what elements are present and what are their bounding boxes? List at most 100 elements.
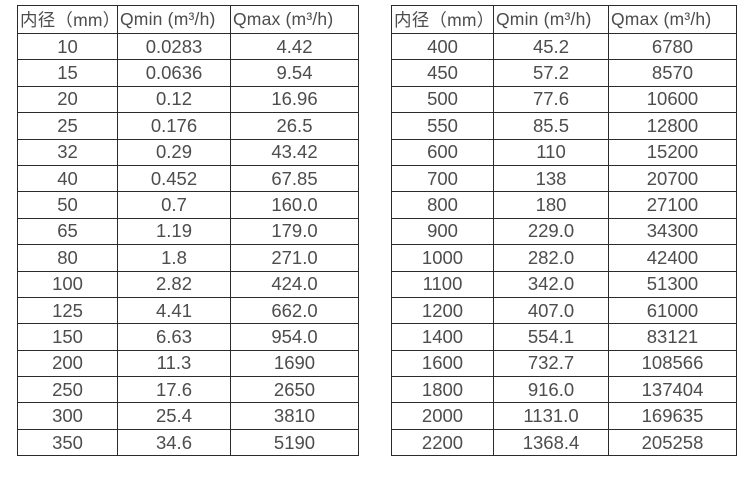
table-cell: 500 — [391, 85, 494, 114]
table-cell: 0.0636 — [117, 59, 231, 87]
table-cell: 0.29 — [117, 138, 231, 166]
table-cell: 550 — [391, 112, 494, 140]
table-cell: 400 — [391, 32, 494, 61]
table-cell: 900 — [391, 217, 494, 246]
table-cell: 77.6 — [493, 85, 609, 114]
table-cell: 0.12 — [117, 85, 231, 114]
table-row: 150 6.63 954.0 — [17, 323, 359, 351]
table-cell: 10 — [17, 32, 118, 61]
table-cell: 80 — [17, 244, 118, 272]
table-cell: 2000 — [391, 402, 494, 430]
table-cell: 229.0 — [493, 217, 609, 246]
table-row: 80 1.8 271.0 — [17, 244, 359, 272]
table-cell: 205258 — [608, 428, 737, 457]
table-cell: 85.5 — [493, 112, 609, 140]
table-cell: 2.82 — [117, 270, 231, 298]
table-cell: 15 — [17, 59, 118, 87]
table-cell: 424.0 — [230, 270, 359, 298]
table-cell: 45.2 — [493, 32, 609, 61]
table-row: 25 0.176 26.5 — [17, 112, 359, 140]
table-cell: 42400 — [608, 244, 737, 272]
table-row: 250 17.6 2650 — [17, 376, 359, 404]
header-qmin: Qmin (m³/h) — [493, 5, 609, 34]
table-cell: 100 — [17, 270, 118, 298]
table-cell: 27100 — [608, 191, 737, 219]
table-cell: 1.19 — [117, 217, 231, 246]
table-cell: 10600 — [608, 85, 737, 114]
table-row: 900 229.0 34300 — [391, 217, 737, 246]
table-cell: 5190 — [230, 428, 359, 457]
table-cell: 50 — [17, 191, 118, 219]
table-row: 1800 916.0 137404 — [391, 376, 737, 404]
table-cell: 450 — [391, 59, 494, 87]
table-cell: 169635 — [608, 402, 737, 430]
table-row: 550 85.5 12800 — [391, 112, 737, 140]
table-cell: 137404 — [608, 376, 737, 404]
table-cell: 1200 — [391, 296, 494, 325]
table-row: 32 0.29 43.42 — [17, 138, 359, 166]
table-cell: 300 — [17, 402, 118, 430]
table-row: 200 11.3 1690 — [17, 349, 359, 378]
table-row: 15 0.0636 9.54 — [17, 59, 359, 87]
table-cell: 6.63 — [117, 323, 231, 351]
table-row: 600 110 15200 — [391, 138, 737, 166]
table-cell: 110 — [493, 138, 609, 166]
table-cell: 342.0 — [493, 270, 609, 298]
header-qmax: Qmax (m³/h) — [230, 5, 359, 34]
table-cell: 83121 — [608, 323, 737, 351]
table-row: 40 0.452 67.85 — [17, 164, 359, 193]
table-cell: 407.0 — [493, 296, 609, 325]
table-row: 700 138 20700 — [391, 164, 737, 193]
table-row: 1400 554.1 83121 — [391, 323, 737, 351]
flow-tables-container: 内径（mm） Qmin (m³/h) Qmax (m³/h) 10 0.0283 4… — [17, 5, 737, 457]
table-row: 300 25.4 3810 — [17, 402, 359, 430]
table-cell: 20700 — [608, 164, 737, 193]
table-cell: 25.4 — [117, 402, 231, 430]
table-cell: 350 — [17, 428, 118, 457]
header-diameter: 内径（mm） — [17, 5, 118, 34]
header-qmax: Qmax (m³/h) — [608, 5, 737, 34]
flow-table: 内径（mm） Qmin (m³/h) Qmax (m³/h) 10 0.0283 4… — [17, 5, 359, 457]
table-cell: 0.452 — [117, 164, 231, 193]
flow-table: 内径（mm） Qmin (m³/h) Qmax (m³/h) 400 45.2 67… — [391, 5, 737, 457]
table-cell: 17.6 — [117, 376, 231, 404]
table-cell: 51300 — [608, 270, 737, 298]
table-cell: 732.7 — [493, 349, 609, 378]
table-cell: 200 — [17, 349, 118, 378]
table-cell: 9.54 — [230, 59, 359, 87]
table-cell: 25 — [17, 112, 118, 140]
table-body: 400 45.2 6780 450 57.2 8570 500 77.6 10600 550 85.… — [391, 32, 737, 457]
table-cell: 1800 — [391, 376, 494, 404]
table-row: 350 34.6 5190 — [17, 428, 359, 457]
table-row: 450 57.2 8570 — [391, 59, 737, 87]
table-cell: 43.42 — [230, 138, 359, 166]
table-cell: 67.85 — [230, 164, 359, 193]
table-row: 1200 407.0 61000 — [391, 296, 737, 325]
table-row: 100 2.82 424.0 — [17, 270, 359, 298]
table-cell: 282.0 — [493, 244, 609, 272]
table-header-row: 内径（mm） Qmin (m³/h) Qmax (m³/h) — [391, 5, 737, 34]
table-cell: 1600 — [391, 349, 494, 378]
table-cell: 16.96 — [230, 85, 359, 114]
table-cell: 26.5 — [230, 112, 359, 140]
table-cell: 4.41 — [117, 296, 231, 325]
table-row: 1600 732.7 108566 — [391, 349, 737, 378]
table-cell: 150 — [17, 323, 118, 351]
table-cell: 1690 — [230, 349, 359, 378]
table-row: 2000 1131.0 169635 — [391, 402, 737, 430]
header-diameter: 内径（mm） — [391, 5, 494, 34]
table-row: 2200 1368.4 205258 — [391, 428, 737, 457]
table-cell: 125 — [17, 296, 118, 325]
table-cell: 1368.4 — [493, 428, 609, 457]
table-cell: 700 — [391, 164, 494, 193]
table-cell: 11.3 — [117, 349, 231, 378]
table-row: 10 0.0283 4.42 — [17, 32, 359, 61]
table-cell: 3810 — [230, 402, 359, 430]
table-cell: 32 — [17, 138, 118, 166]
table-cell: 1131.0 — [493, 402, 609, 430]
table-cell: 0.0283 — [117, 32, 231, 61]
table-row: 1000 282.0 42400 — [391, 244, 737, 272]
table-row: 400 45.2 6780 — [391, 32, 737, 61]
table-cell: 160.0 — [230, 191, 359, 219]
table-cell: 250 — [17, 376, 118, 404]
